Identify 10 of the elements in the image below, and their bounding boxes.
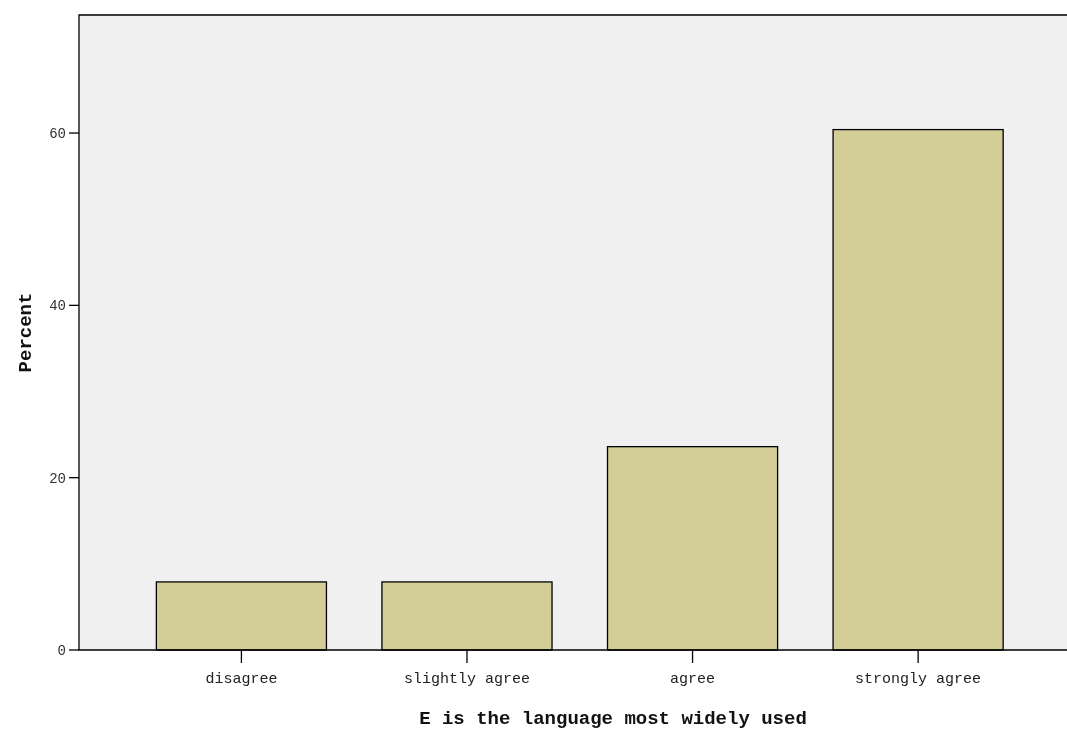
x-tick-label: disagree bbox=[205, 671, 278, 688]
y-axis-title: Percent bbox=[15, 292, 37, 373]
x-tick-label: agree bbox=[670, 671, 716, 688]
y-tick-label: 60 bbox=[49, 125, 66, 142]
y-tick-label: 0 bbox=[57, 642, 66, 659]
x-tick-label: strongly agree bbox=[855, 671, 982, 688]
x-axis-title: E is the language most widely used bbox=[419, 708, 807, 729]
x-tick-label: slightly agree bbox=[403, 671, 530, 688]
y-tick-label: 20 bbox=[49, 470, 66, 487]
y-tick-label: 40 bbox=[49, 298, 66, 315]
